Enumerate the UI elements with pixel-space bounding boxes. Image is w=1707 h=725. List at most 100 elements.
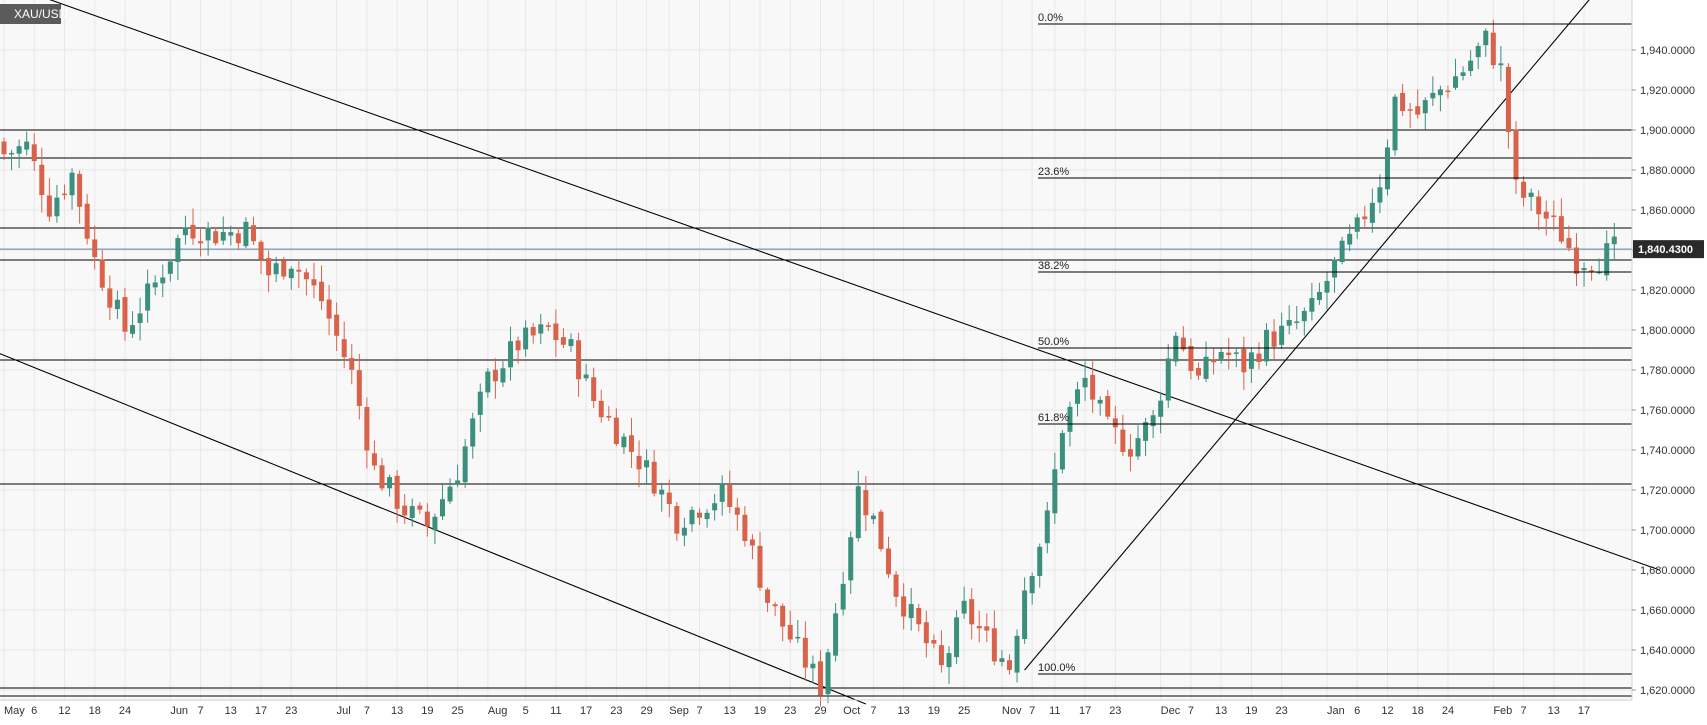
candle-up[interactable] [1037,546,1043,576]
trendline[interactable] [0,0,1660,571]
candle-down[interactable] [1180,337,1186,350]
candle-down[interactable] [742,514,748,542]
candle-up[interactable] [1604,243,1610,276]
candle-up[interactable] [954,617,960,658]
candle-up[interactable] [273,263,279,275]
candle-up[interactable] [1097,399,1103,404]
candle-down[interactable] [530,327,536,336]
candle-up[interactable] [288,268,294,279]
candle-up[interactable] [1044,510,1050,544]
candle-down[interactable] [379,465,385,489]
candle-down[interactable] [1241,348,1247,373]
candle-down[interactable] [1589,270,1595,272]
candle-up[interactable] [999,658,1005,662]
candle-up[interactable] [1324,280,1330,293]
candle-up[interactable] [1248,352,1254,369]
candle-up[interactable] [855,486,861,539]
candle-down[interactable] [1558,216,1564,242]
candle-up[interactable] [387,477,393,489]
candle-down[interactable] [560,337,566,345]
candle-down[interactable] [598,400,604,418]
candle-down[interactable] [1006,660,1012,670]
candle-down[interactable] [311,279,317,286]
symbol-badge[interactable]: XAU/USD [0,4,67,24]
candle-down[interactable] [734,507,740,515]
candle-down[interactable] [1400,92,1406,112]
candle-down[interactable] [757,545,763,588]
candle-down[interactable] [727,485,733,507]
candle-up[interactable] [1165,358,1171,401]
candle-up[interactable] [175,238,181,263]
candle-up[interactable] [946,653,952,668]
candle-down[interactable] [1105,396,1111,417]
candle-down[interactable] [591,377,597,402]
candle-down[interactable] [1127,449,1133,457]
candle-down[interactable] [258,241,264,260]
candle-down[interactable] [553,323,559,341]
candle-down[interactable] [666,492,672,504]
candle-down[interactable] [402,505,408,516]
candle-down[interactable] [198,241,204,244]
candle-down[interactable] [697,512,703,518]
candle-down[interactable] [235,233,241,244]
candle-up[interactable] [719,483,725,502]
candle-up[interactable] [228,232,234,236]
candle-down[interactable] [1090,374,1096,400]
candle-up[interactable] [825,652,831,695]
candle-down[interactable] [492,369,498,382]
candle-up[interactable] [1347,233,1353,245]
trendline[interactable] [0,340,867,705]
candle-up[interactable] [1309,298,1315,312]
candle-up[interactable] [160,277,166,284]
candle-up[interactable] [1316,291,1322,301]
candle-down[interactable] [1112,418,1118,428]
candle-up[interactable] [130,325,136,334]
candle-up[interactable] [24,141,30,150]
candle-up[interactable] [621,436,627,448]
candle-down[interactable] [341,339,347,358]
candle-down[interactable] [99,259,105,288]
candle-up[interactable] [1082,377,1088,388]
candle-down[interactable] [92,239,98,258]
candle-down[interactable] [1551,215,1557,218]
candle-up[interactable] [447,486,453,502]
candle-down[interactable] [296,269,302,272]
candle-up[interactable] [659,489,665,495]
candle-down[interactable] [893,574,899,597]
trendline[interactable] [1024,0,1615,671]
candle-up[interactable] [462,446,468,483]
candle-up[interactable] [485,371,491,393]
candle-down[interactable] [802,637,808,668]
candle-down[interactable] [515,340,521,351]
candle-down[interactable] [356,370,362,406]
candle-down[interactable] [636,455,642,470]
candle-down[interactable] [349,358,355,370]
candle-up[interactable] [439,499,445,517]
candle-down[interactable] [1120,429,1126,452]
candle-up[interactable] [54,197,60,217]
candle-up[interactable] [1135,438,1141,457]
candle-down[interactable] [628,435,634,452]
candle-down[interactable] [417,505,423,510]
candle-up[interactable] [538,324,544,334]
candle-up[interactable] [114,299,120,310]
candle-down[interactable] [371,453,377,466]
candle-up[interactable] [1332,259,1338,278]
candle-up[interactable] [870,515,876,520]
candle-up[interactable] [1339,240,1345,263]
candle-up[interactable] [704,512,710,520]
candle-up[interactable] [1052,469,1058,514]
candle-up[interactable] [1301,310,1307,322]
candle-up[interactable] [9,152,15,155]
candle-up[interactable] [508,341,514,368]
candle-up[interactable] [1067,406,1073,432]
candle-down[interactable] [77,173,83,207]
candle-down[interactable] [1226,352,1232,356]
candle-down[interactable] [303,272,309,280]
candle-up[interactable] [1294,321,1300,323]
candle-down[interactable] [334,314,340,336]
candle-up[interactable] [69,172,75,196]
candle-up[interactable] [1498,63,1504,66]
candle-down[interactable] [326,299,332,319]
candle-up[interactable] [220,231,226,241]
